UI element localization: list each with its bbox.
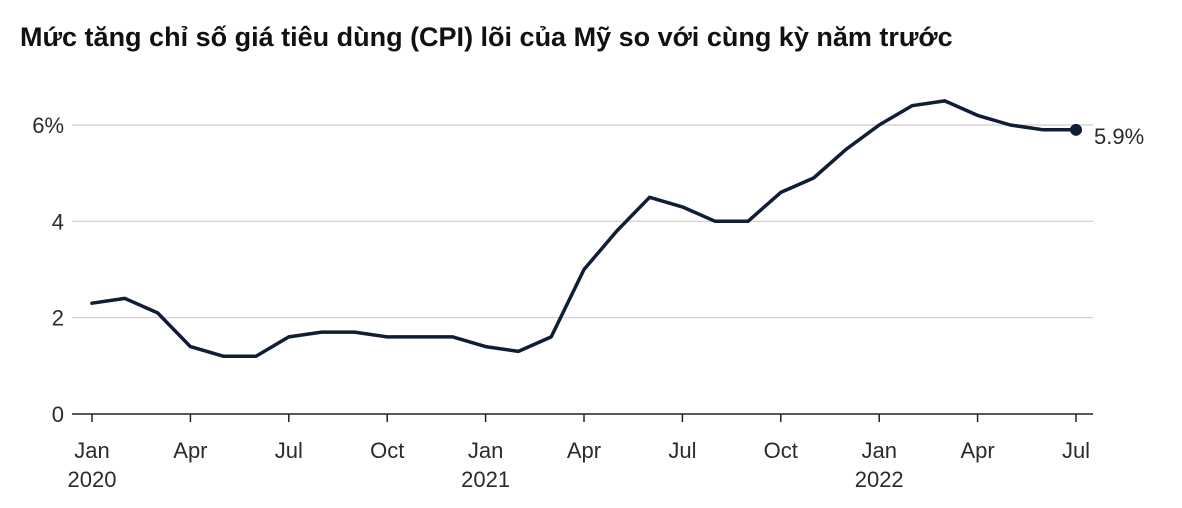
- y-tick-label: 4: [52, 209, 64, 234]
- x-tick-label: Jul: [275, 438, 303, 463]
- end-value-label: 5.9%: [1094, 124, 1144, 149]
- x-axis: [72, 413, 1093, 422]
- x-tick-year-label: 2022: [855, 467, 904, 492]
- end-point-marker: [1070, 123, 1082, 136]
- x-tick-label: Jul: [668, 438, 696, 463]
- y-tick-label: 0: [52, 402, 64, 427]
- y-tick-label: 2: [52, 306, 64, 331]
- x-tick-year-label: 2020: [68, 467, 117, 492]
- gridlines: [72, 124, 1093, 319]
- x-tick-label: Jan: [74, 438, 109, 463]
- y-tick-label: 6%: [32, 113, 64, 138]
- chart-title: Mức tăng chỉ số giá tiêu dùng (CPI) lõi …: [20, 22, 953, 52]
- x-tick-label: Apr: [567, 438, 601, 463]
- x-tick-label: Apr: [173, 438, 207, 463]
- y-axis-tick-labels: 0 2 4 6%: [32, 113, 64, 427]
- x-tick-label: Oct: [764, 438, 798, 463]
- series-line: [90, 99, 1078, 358]
- x-tick-year-label: 2021: [461, 467, 510, 492]
- x-tick-label: Jan: [468, 438, 503, 463]
- x-axis-tick-labels: Jan 2020 Apr Jul Oct Jan 2021 Apr Jul Oct Jan 2022 A…: [68, 438, 1091, 492]
- x-tick-label: Oct: [370, 438, 404, 463]
- x-tick-label: Apr: [960, 438, 994, 463]
- end-annotation: 5.9%: [1070, 123, 1144, 149]
- series-layer: [90, 99, 1078, 358]
- x-tick-label: Jul: [1062, 438, 1090, 463]
- x-tick-label: Jan: [861, 438, 896, 463]
